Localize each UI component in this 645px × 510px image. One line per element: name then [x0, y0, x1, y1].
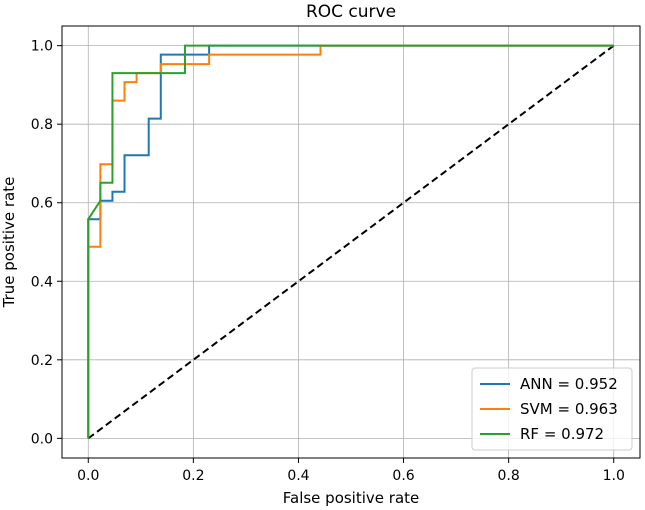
legend: ANN = 0.952 SVM = 0.963 RF = 0.972 [471, 367, 633, 451]
x-tick-label: 0.4 [287, 468, 309, 484]
y-tick-label: 0.2 [31, 353, 53, 369]
y-tick-label: 0.8 [31, 117, 53, 133]
grid [62, 26, 640, 458]
x-tick-label: 0.2 [182, 468, 204, 484]
y-axis-label: True positive rate [0, 177, 18, 309]
x-tick-label: 1.0 [603, 468, 625, 484]
series-line-rf [87, 44, 614, 439]
x-tick-label: 0.6 [392, 468, 414, 484]
y-tick-label: 0.0 [31, 431, 53, 447]
legend-label: ANN = 0.952 [520, 375, 618, 393]
series-line-svm [87, 44, 614, 439]
legend-label: SVM = 0.963 [520, 400, 618, 418]
ticks: 0.0 0.2 0.4 0.6 0.8 1.0 0.0 0.2 0.4 0.6 0.8 1.0 [31, 39, 625, 484]
y-tick-label: 1.0 [31, 39, 53, 55]
x-tick-label: 0.0 [77, 468, 99, 484]
legend-box [471, 367, 633, 451]
y-tick-label: 0.4 [31, 274, 53, 290]
series-group [87, 44, 614, 439]
legend-label: RF = 0.972 [520, 425, 604, 443]
x-axis-label: False positive rate [283, 489, 420, 507]
plot-frame [61, 25, 641, 459]
x-tick-label: 0.8 [498, 468, 520, 484]
chart-title: ROC curve [306, 2, 396, 22]
y-tick-label: 0.6 [31, 196, 53, 212]
